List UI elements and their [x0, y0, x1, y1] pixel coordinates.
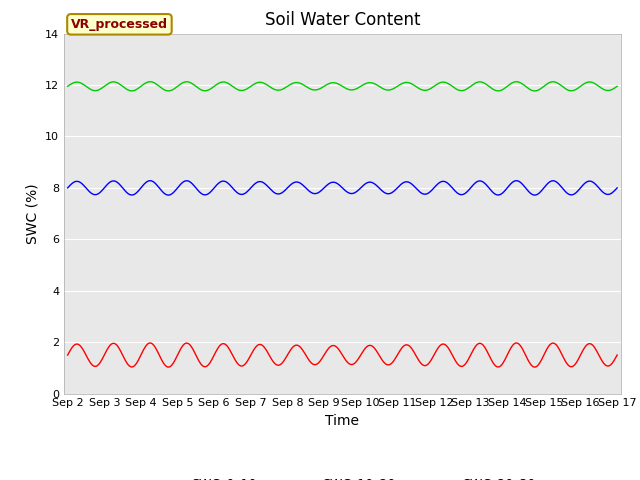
X-axis label: Time: Time: [325, 414, 360, 428]
Title: Soil Water Content: Soil Water Content: [265, 11, 420, 29]
Legend: SWC_0_10, SWC_10_20, SWC_20_30: SWC_0_10, SWC_10_20, SWC_20_30: [145, 472, 540, 480]
Y-axis label: SWC (%): SWC (%): [26, 183, 40, 244]
Text: VR_processed: VR_processed: [71, 18, 168, 31]
